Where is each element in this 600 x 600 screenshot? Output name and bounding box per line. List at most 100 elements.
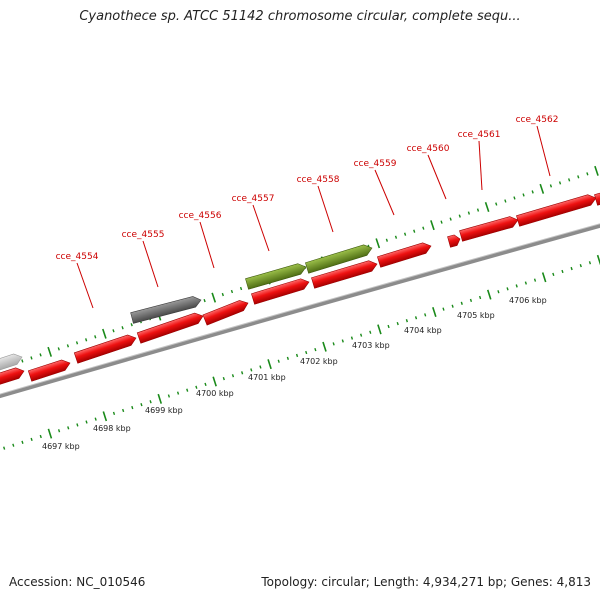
gene-label[interactable]: cce_4562 [516,115,559,125]
gene-label[interactable]: cce_4554 [56,252,99,262]
scale-tick-minor [506,287,509,291]
scale-tick-minor [295,353,299,358]
scale-tick-label: 4704 kbp [404,326,442,335]
scale-tick-label: 4701 kbp [248,373,286,382]
outer-tick-minor [458,214,461,218]
outer-tick-minor [568,178,571,182]
labeled-gene-arrow[interactable] [245,262,307,290]
gene-label[interactable]: cce_4558 [297,175,340,185]
scale-tick-label: 4702 kbp [300,357,338,366]
cds-arrow[interactable] [377,241,432,268]
outer-tick-minor [130,323,133,327]
outer-tick-minor [385,238,389,242]
gene-label[interactable]: cce_4556 [179,211,222,221]
scale-tick-minor [186,388,189,392]
gene-label[interactable]: cce_4555 [122,230,165,240]
scale-tick-minor [149,400,152,404]
gene-label-leader [374,169,395,216]
outer-tick-minor [221,292,224,297]
cds-arrow[interactable] [251,277,310,305]
scale-tick-minor [12,443,15,447]
scale-tick-label: 4703 kbp [352,341,390,350]
pseudogene-arrow[interactable] [0,352,24,380]
gene-label[interactable]: cce_4561 [458,130,501,140]
gene-label-leader [199,221,215,269]
cds-arrow[interactable] [459,215,520,242]
scale-tick-minor [451,304,454,308]
gene-label[interactable]: cce_4560 [407,144,450,154]
cds-arrow[interactable] [516,193,597,227]
outer-tick-minor [522,193,525,197]
outer-tick-minor [21,359,24,363]
outer-tick-minor [394,235,398,239]
scale-tick-major [212,376,217,387]
gene-label-leader [252,204,270,252]
gene-label[interactable]: cce_4557 [232,194,275,204]
outer-tick-minor [504,199,507,203]
scale-tick-minor [94,417,97,421]
scale-tick-minor [579,264,582,268]
scale-tick-minor [21,440,24,444]
outer-tick-minor [422,226,425,230]
outer-tick-minor [39,353,42,357]
cds-arrow[interactable] [594,188,600,206]
scale-tick-major [541,272,547,283]
cds-arrow[interactable] [73,333,137,364]
scale-tick-minor [30,437,33,442]
gene-label-leader [536,125,551,177]
cds-arrow[interactable] [202,298,250,326]
outer-tick-minor [577,175,580,179]
outer-tick-minor [531,190,534,194]
scale-tick-minor [478,295,482,300]
scale-tick-minor [286,356,290,360]
scale-tick-major [486,289,492,300]
outer-tick-major [484,202,490,213]
cds-arrow[interactable] [0,366,26,394]
gene-label[interactable]: cce_4559 [354,159,397,169]
scale-tick-minor [76,423,79,427]
outer-tick-minor [121,326,124,330]
outer-tick-major [211,292,217,303]
cds-arrow[interactable] [311,259,378,289]
gene-label-leader [427,154,447,200]
scale-tick-minor [387,324,390,329]
gene-label-leader [317,185,334,233]
scale-tick-minor [588,261,592,265]
outer-tick-minor [112,329,115,333]
outer-tick-minor [30,356,33,360]
scale-tick-minor [332,342,335,346]
scale-tick-label: 4700 kbp [196,389,234,398]
scale-tick-minor [570,266,573,271]
scale-label-layer: 4697 kbp 4698 kbp 4699 kbp 4700 kbp 4701 kbp… [42,296,547,451]
scale-tick-major [102,411,108,422]
scale-tick-minor [552,272,555,276]
scale-tick-minor [122,408,125,413]
scale-tick-minor [39,434,42,439]
gene-label-layer: cce_4554 cce_4555 cce_4556 cce_4557 cce_4558… [56,115,559,309]
scale-tick-minor [524,281,527,285]
labeled-gene-arrow[interactable] [305,243,373,274]
cds-arrow[interactable] [27,358,71,382]
scale-tick-minor [176,391,180,395]
cds-arrow[interactable] [447,234,462,248]
labeled-gene-arrow[interactable] [130,295,203,324]
scale-tick-minor [350,336,354,340]
scale-tick-minor [195,385,198,389]
scale-tick-minor [222,376,225,381]
outer-tick-major [47,346,53,357]
scale-tick-minor [469,298,473,303]
outer-tick-minor [94,335,97,339]
outer-tick-minor [467,211,471,215]
scale-tick-minor [424,313,427,317]
cds-arrow[interactable] [136,311,205,344]
outer-tick-minor [586,172,589,176]
outer-tick-minor [230,289,234,294]
gene-label-leader [478,140,483,191]
scale-tick-minor [341,339,344,343]
scale-tick-minor [396,321,399,326]
outer-tick-minor [558,181,562,185]
scale-tick-label: 4698 kbp [93,424,131,433]
scale-tick-minor [3,446,6,450]
scale-tick-minor [231,374,235,378]
